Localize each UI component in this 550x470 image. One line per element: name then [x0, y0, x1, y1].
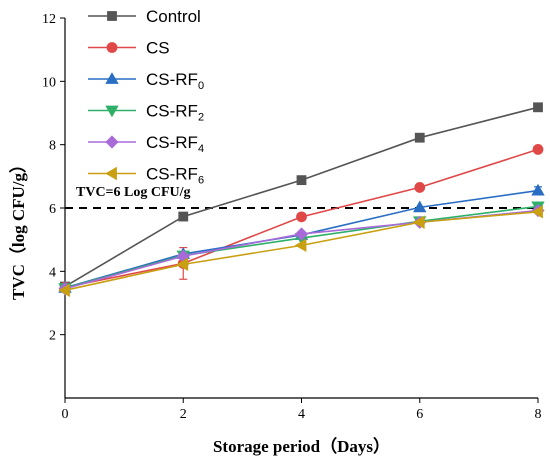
x-tick-label: 8: [535, 407, 542, 422]
data-point: [532, 144, 544, 155]
x-tick-label: 0: [62, 407, 69, 422]
y-tick-label: 6: [49, 202, 56, 217]
legend-label-main: CS: [146, 39, 170, 58]
legend-label: Control: [146, 7, 201, 26]
legend-marker: [107, 11, 117, 21]
data-point: [413, 200, 427, 213]
data-point: [58, 283, 70, 298]
legend-item: CS-RF2: [88, 102, 204, 124]
data-point: [414, 132, 425, 143]
chart-axes: 0 2 4 6 8 2 4 6 8 10 12: [42, 12, 542, 422]
y-tick-label: 12: [42, 12, 56, 27]
data-point: [412, 215, 425, 229]
x-axis-title: Storage period（Days）: [213, 436, 390, 456]
legend-label: CS-RF0: [146, 70, 204, 92]
series-line: [64, 211, 539, 292]
legend-marker: [105, 105, 119, 118]
x-tick-label: 6: [416, 407, 423, 422]
legend-label-subscript: 2: [198, 112, 204, 124]
legend-item: Control: [88, 7, 201, 26]
y-tick-label: 2: [49, 329, 56, 344]
data-point: [414, 182, 426, 193]
legend-label: CS: [146, 39, 170, 58]
legend-marker: [106, 42, 118, 53]
legend-label-main: CS-RF: [146, 70, 198, 89]
data-point: [178, 211, 189, 222]
legend-label-subscript: 4: [198, 143, 204, 155]
data-point: [531, 183, 545, 196]
legend-item: CS: [88, 39, 170, 58]
data-point: [296, 175, 307, 186]
y-axis-title: TVC（log CFU/g）: [8, 156, 28, 300]
legend-marker: [105, 72, 119, 84]
legend-label-subscript: 6: [198, 175, 204, 187]
legend-label: CS-RF6: [146, 165, 204, 187]
data-point: [531, 205, 543, 219]
y-tick-label: 10: [42, 75, 56, 90]
data-point: [296, 211, 307, 223]
data-point: [176, 257, 189, 272]
legend-label-main: CS-RF: [146, 165, 198, 184]
legend-marker: [105, 166, 117, 181]
legend-marker: [105, 135, 119, 149]
x-tick-label: 2: [180, 407, 187, 422]
series-group: [58, 102, 545, 298]
legend-label-main: CS-RF: [146, 133, 198, 152]
series-6: [58, 205, 543, 298]
y-tick-label: 4: [49, 265, 56, 280]
threshold-annotation: TVC=6 Log CFU/g: [76, 185, 191, 200]
legend-item: CS-RF4: [88, 133, 204, 155]
legend-label-subscript: 0: [198, 80, 204, 92]
x-tick-label: 4: [298, 407, 305, 422]
y-tick-label: 8: [49, 139, 56, 154]
data-point: [533, 102, 543, 113]
legend-item: CS-RF0: [88, 70, 204, 92]
legend-label-main: Control: [146, 7, 201, 26]
legend-item: CS-RF6: [88, 165, 204, 187]
data-point: [294, 227, 309, 241]
legend-label: CS-RF4: [146, 133, 204, 155]
legend-label: CS-RF2: [146, 102, 204, 124]
legend-label-main: CS-RF: [146, 102, 198, 121]
data-point: [294, 238, 307, 253]
